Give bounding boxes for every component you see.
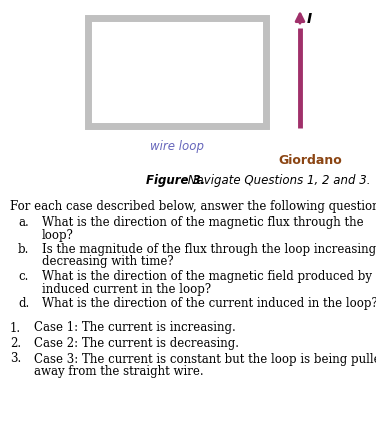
Text: What is the direction of the current induced in the loop?: What is the direction of the current ind… (42, 297, 376, 310)
Text: What is the direction of the magnetic flux through the: What is the direction of the magnetic fl… (42, 216, 364, 229)
Text: Case 3: The current is constant but the loop is being pulled: Case 3: The current is constant but the … (34, 352, 376, 365)
Bar (88, 18, 266, 126)
Text: I: I (307, 12, 312, 26)
Text: wire loop: wire loop (150, 140, 204, 153)
Text: Giordano: Giordano (278, 154, 342, 167)
Text: away from the straight wire.: away from the straight wire. (34, 365, 204, 378)
Text: For each case described below, answer the following questions:: For each case described below, answer th… (10, 200, 376, 213)
Text: Is the magnitude of the flux through the loop increasing or: Is the magnitude of the flux through the… (42, 243, 376, 256)
Text: Case 2: The current is decreasing.: Case 2: The current is decreasing. (34, 337, 239, 350)
Text: a.: a. (18, 216, 29, 229)
Text: induced current in the loop?: induced current in the loop? (42, 282, 211, 295)
Text: What is the direction of the magnetic field produced by the: What is the direction of the magnetic fi… (42, 270, 376, 283)
Text: Figure 3.: Figure 3. (146, 174, 205, 187)
Text: c.: c. (18, 270, 28, 283)
Text: 3.: 3. (10, 352, 21, 365)
Text: 2.: 2. (10, 337, 21, 350)
Text: Case 1: The current is increasing.: Case 1: The current is increasing. (34, 321, 236, 335)
Text: b.: b. (18, 243, 29, 256)
Text: Navigate Questions 1, 2 and 3.: Navigate Questions 1, 2 and 3. (184, 174, 370, 187)
Text: 1.: 1. (10, 321, 21, 335)
Text: loop?: loop? (42, 229, 74, 242)
Text: decreasing with time?: decreasing with time? (42, 255, 174, 268)
Text: d.: d. (18, 297, 29, 310)
